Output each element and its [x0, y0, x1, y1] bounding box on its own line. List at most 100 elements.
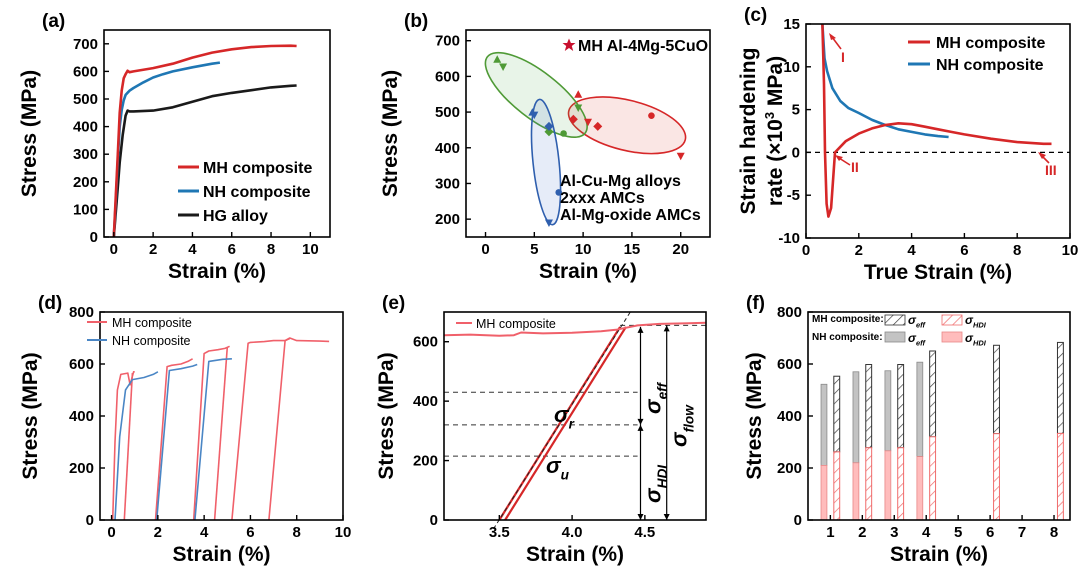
e-flow-arrow-head-top — [663, 325, 670, 332]
d-legend-label: NH composite — [112, 334, 191, 348]
b-group-ellipse — [567, 96, 687, 155]
f-bar-mh-eff — [833, 375, 841, 453]
e-reload-line — [504, 326, 627, 521]
f-x-tick-label: 6 — [986, 524, 994, 541]
d-panel: 0 2 4 6 8 10 0 200 400 600 800 Strain (%) (d) Stress … — [19, 293, 351, 566]
b-frame — [465, 29, 711, 238]
d-x-tick-label: 6 — [246, 524, 254, 541]
b-panel: 0 5 10 15 20 200 300 400 500 600 700 Strain (%) (b) S… — [379, 11, 711, 283]
a-y-tick-label: 400 — [73, 119, 98, 136]
a-series-line — [112, 44, 297, 237]
b-group-label: 2xxx AMCs — [560, 190, 645, 207]
e-flow-arrow-head-bottom — [663, 514, 670, 520]
f-bar-mh-eff — [1056, 341, 1064, 434]
e-hdi-arrow-head-bottom — [637, 514, 644, 520]
f-legend-sigma-hdi-1-sub: HDI — [973, 321, 987, 330]
d-y-tick-label: 800 — [69, 304, 94, 321]
b-star-marker — [562, 38, 576, 51]
f-x-tick-label: 2 — [858, 524, 866, 541]
f-bar-nh-eff — [884, 370, 892, 452]
b-data-point — [544, 219, 553, 227]
a-x-tick-label: 4 — [188, 241, 197, 258]
b-star-label: MH Al-4Mg-5CuO — [578, 38, 708, 55]
f-bar-mh-hdi — [1056, 432, 1064, 521]
f-y-tick-label: 800 — [777, 304, 802, 321]
f-y-tick-label: 600 — [777, 356, 802, 373]
c-annotation-III: III — [1045, 162, 1057, 178]
d-cycle-line — [213, 347, 229, 521]
c-y-axis-title-line2: rate (×103 MPa) — [762, 56, 787, 206]
a-x-tick-label: 10 — [302, 241, 319, 258]
c-frame — [805, 23, 1071, 239]
a-y-tick-label: 0 — [90, 229, 98, 246]
b-data-point — [544, 127, 554, 137]
a-legend-label: NH composite — [203, 184, 311, 201]
d-cycle-line — [114, 371, 159, 521]
f-bar-mh-eff — [865, 364, 873, 449]
c-annotation-II: II — [851, 159, 859, 175]
f-legend-mh-label: MH composite: — [812, 314, 884, 325]
b-y-tick-label: 400 — [435, 140, 460, 157]
a-legend-label: HG alloy — [203, 208, 268, 225]
e-sigma-u-label-base: σ — [546, 453, 562, 478]
e-eff-arrow-head-top — [637, 326, 644, 333]
a-x-tick-label: 0 — [110, 241, 118, 258]
f-bar-mh-eff — [897, 364, 905, 449]
b-data-point — [493, 55, 502, 63]
b-group-label: Al-Cu-Mg alloys — [560, 173, 681, 190]
a-y-tick-label: 200 — [73, 174, 98, 191]
e-y-axis-title: Stress (MPa) — [375, 352, 398, 479]
f-legend-sigma-eff-1-base: σ — [908, 313, 917, 327]
d-legend-label: MH composite — [112, 316, 192, 330]
f-bar-mh-hdi — [897, 447, 905, 521]
d-cycle-line — [123, 373, 134, 521]
f-legend-sigma-hdi-2-base: σ — [965, 331, 974, 345]
b-data-point — [499, 63, 508, 71]
a-y-tick-label: 500 — [73, 91, 98, 108]
e-sigma-hdi-label-base: σ — [641, 487, 666, 503]
a-legend-label: MH composite — [203, 160, 312, 177]
b-data-point — [593, 121, 603, 131]
f-plot-area — [820, 341, 1064, 521]
f-legend-sigma-eff-2: σeff — [908, 331, 926, 348]
b-data-point — [574, 90, 583, 98]
c-annotation-I: I — [841, 49, 845, 65]
d-x-tick-label: 8 — [293, 524, 301, 541]
c-y-tick-label: -10 — [778, 230, 800, 247]
f-panel: 1 2 3 4 5 6 7 8 0 200 400 600 800 Strain (%) (f) Stress… — [743, 293, 1071, 566]
d-cycle-line — [192, 345, 230, 521]
c-y-tick-label: 5 — [792, 102, 800, 119]
e-y-tick-label: 0 — [430, 512, 438, 529]
e-sigma-eff-label: σeff — [641, 382, 671, 414]
b-x-tick-label: 5 — [530, 241, 538, 258]
c-legend-label: NH composite — [936, 57, 1044, 74]
e-sigma-r-label-sub: r — [569, 417, 575, 432]
c-x-axis-title: True Strain (%) — [864, 261, 1012, 284]
a-x-axis-title: Strain (%) — [168, 260, 266, 283]
f-y-axis-title: Stress (MPa) — [743, 352, 766, 479]
a-y-tick-label: 300 — [73, 146, 98, 163]
e-series-line — [443, 321, 707, 337]
f-bar-mh-eff — [993, 344, 1000, 435]
f-legend-swatch-nh-eff — [884, 331, 906, 343]
f-bar-nh-hdi — [852, 462, 860, 521]
e-x-tick-label: 3.5 — [489, 524, 510, 541]
f-legend-sigma-eff-2-sub: eff — [916, 339, 926, 348]
e-panel: 3.5 4.0 4.5 0 200 400 600 Strain (%) (e) Stress (… — [375, 293, 707, 566]
f-bar-mh-hdi — [833, 451, 841, 521]
c-y-axis-title-line1: Strain hardening — [737, 48, 760, 215]
f-frame — [807, 311, 1071, 521]
c-annotation-arrowhead — [1038, 152, 1046, 159]
f-bar-nh-hdi — [820, 464, 828, 521]
f-legend-swatch-mh-hdi — [941, 314, 963, 326]
c-series-line — [821, 24, 1052, 218]
e-x-tick-label: 4.5 — [634, 524, 655, 541]
a-x-tick-label: 6 — [228, 241, 236, 258]
d-plot-area — [111, 337, 330, 521]
d-x-tick-label: 4 — [200, 524, 209, 541]
d-x-tick-label: 0 — [107, 524, 115, 541]
c-x-tick-label: 4 — [907, 242, 916, 259]
f-legend-sigma-hdi-2-sub: HDI — [973, 339, 987, 348]
d-x-tick-label: 10 — [335, 524, 352, 541]
c-panel: 0 2 4 6 8 10 -10 -5 0 5 10 15 True Strain (%) (c) Stra… — [737, 5, 1078, 284]
